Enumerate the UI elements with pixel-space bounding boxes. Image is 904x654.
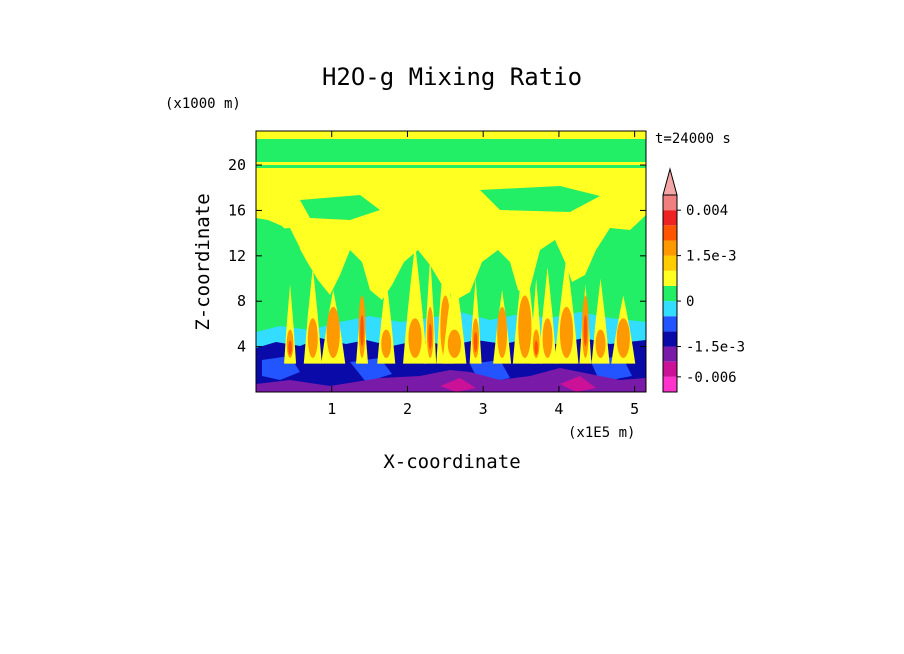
y-tick-label: 16 xyxy=(228,201,246,219)
field-green-pocket-2 xyxy=(480,186,600,212)
x-tick-label: 1 xyxy=(327,400,336,418)
plume-core xyxy=(518,295,532,358)
plume-core xyxy=(497,306,508,358)
x-tick-label: 3 xyxy=(479,400,488,418)
plume-hot-core xyxy=(534,340,538,355)
y-axis-label: Z-coordinate xyxy=(192,193,214,330)
field-green-pocket-3 xyxy=(256,228,300,268)
y-tick-label: 4 xyxy=(237,338,246,356)
field-purple-bottom xyxy=(256,368,646,392)
colorbar-band xyxy=(663,316,677,332)
colorbar-band xyxy=(663,240,677,256)
time-label: t=24000 s xyxy=(655,131,731,147)
colorbar-tick-label: 1.5e-3 xyxy=(686,249,737,265)
field-blue-mid-2 xyxy=(350,358,392,382)
plume-core xyxy=(616,318,630,358)
x-tick-label: 5 xyxy=(630,400,639,418)
colorbar-band xyxy=(663,255,677,271)
colorbar-band xyxy=(663,361,677,377)
y-axis: 4 8 12 16 20 xyxy=(228,156,646,356)
plume-core xyxy=(595,329,606,358)
plot-frame xyxy=(255,130,647,393)
chart-title: H2O-g Mixing Ratio xyxy=(322,63,582,91)
plume-hot-core xyxy=(428,323,432,350)
plume-core xyxy=(408,318,422,358)
x-unit-label: (x1E5 m) xyxy=(568,425,635,441)
colorbar-band xyxy=(663,195,677,211)
y-tick-label: 8 xyxy=(237,292,246,310)
heatmap-field xyxy=(256,131,646,392)
field-top-stripe xyxy=(256,131,646,139)
plume-hot-core xyxy=(360,315,364,347)
x-tick-label: 2 xyxy=(403,400,412,418)
plume-core xyxy=(381,329,392,358)
colorbar-band xyxy=(663,225,677,241)
field-top-green-stripe xyxy=(256,143,646,148)
colorbar-frame xyxy=(662,194,678,393)
colorbar-tick-label: 0 xyxy=(686,294,694,310)
plume-core xyxy=(447,329,462,358)
colorbar-band xyxy=(663,331,677,347)
plume-hot-core xyxy=(473,332,478,353)
field-green-stripe-3 xyxy=(256,165,646,168)
y-unit-label: (x1000 m) xyxy=(165,96,241,112)
y-tick-label: 20 xyxy=(228,156,246,174)
colorbar-band xyxy=(663,301,677,317)
colorbar-band xyxy=(663,285,677,302)
colorbar: 0.004 1.5e-3 0 -1.5e-3 -0.006 xyxy=(662,167,745,393)
colorbar-arrow xyxy=(662,167,678,196)
colorbar-band xyxy=(663,376,677,392)
plume-hot-core xyxy=(583,315,588,347)
colorbar-tick-label: -0.006 xyxy=(686,370,737,386)
colorbar-tick-label: -1.5e-3 xyxy=(686,340,745,356)
x-axis-label: X-coordinate xyxy=(383,451,520,473)
y-tick-label: 12 xyxy=(228,247,246,265)
colorbar-tick-label: 0.004 xyxy=(686,203,728,219)
field-plumes xyxy=(284,233,636,364)
plume-core xyxy=(542,318,553,358)
colorbar-band xyxy=(663,270,677,286)
field-green-stripe-2 xyxy=(256,156,646,162)
colorbar-band xyxy=(663,346,677,362)
plume-core xyxy=(326,306,340,358)
field-green-pocket-1 xyxy=(300,195,380,220)
plume-hot-core xyxy=(288,340,292,355)
plume-core xyxy=(307,318,318,358)
x-axis: 1 2 3 4 5 xyxy=(327,131,639,418)
field-magenta-spots xyxy=(440,376,596,392)
colorbar-band xyxy=(663,210,677,226)
x-tick-label: 4 xyxy=(554,400,563,418)
plume-core xyxy=(559,306,574,358)
